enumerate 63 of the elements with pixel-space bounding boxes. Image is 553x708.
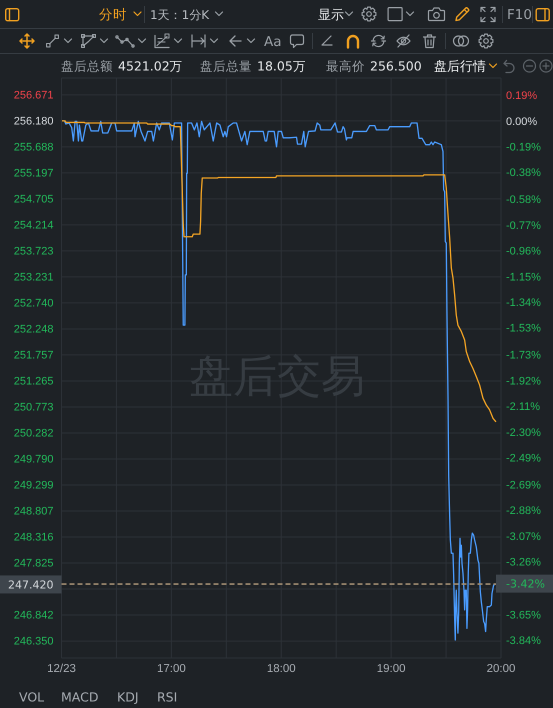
y-tick-label: 253.723 <box>14 245 54 258</box>
x-tick-label: 19:00 <box>376 663 406 676</box>
y-tick-label: 252.248 <box>14 323 54 336</box>
y2-tick-label: 0.00% <box>506 116 538 128</box>
y2-tick-label: -0.58% <box>506 194 542 206</box>
y-tick-label: 256.671 <box>14 89 54 102</box>
y-tick-label: 254.705 <box>14 193 54 206</box>
y2-tick-label: -2.88% <box>506 505 542 518</box>
y-tick-label: 252.740 <box>14 297 54 310</box>
y2-tick-label: -3.26% <box>506 556 542 569</box>
text: Aa <box>264 34 282 50</box>
ref-line-label: -3.42% <box>506 577 545 590</box>
y2-tick-label: -3.84% <box>506 634 542 647</box>
y2-tick-label: -0.38% <box>506 167 542 180</box>
y2-tick-label: -2.69% <box>506 479 542 492</box>
y2-tick-label: -1.53% <box>506 322 542 335</box>
text: 最高价 256.500 <box>326 58 422 74</box>
y2-tick-label: 0.19% <box>506 90 538 102</box>
y2-tick-label: -3.65% <box>506 609 542 622</box>
y-tick-label: 251.757 <box>14 349 54 362</box>
x-tick-label: 12/23 <box>47 663 76 676</box>
text: 盘后行情 <box>434 60 486 74</box>
line-series <box>60 120 496 422</box>
y-tick-label: 255.197 <box>14 167 54 180</box>
y2-tick-label: -2.11% <box>506 401 540 414</box>
y2-tick-label: -3.07% <box>506 530 542 543</box>
y-tick-label: 253.231 <box>14 271 54 284</box>
y-tick-label: 255.688 <box>14 141 54 154</box>
text: 盘后总量 18.05万 <box>200 58 306 74</box>
text: F10 <box>507 7 532 23</box>
y-tick-label: 249.790 <box>14 454 54 466</box>
text: 显示 <box>318 8 344 23</box>
text: MACD <box>61 690 98 704</box>
y2-tick-label: -1.73% <box>506 350 542 362</box>
text: 1天：1分K <box>150 8 210 22</box>
y-tick-label: 248.807 <box>14 506 54 518</box>
ref-line-label: 247.420 <box>8 578 54 592</box>
y2-tick-label: -1.15% <box>506 271 542 284</box>
y-tick-label: 256.180 <box>14 115 54 128</box>
y2-tick-label: -0.96% <box>506 246 542 258</box>
y-tick-label: 254.214 <box>14 219 54 232</box>
y-tick-label: 246.350 <box>14 636 54 648</box>
y-tick-label: 249.299 <box>14 480 54 492</box>
y2-tick-label: -1.34% <box>506 296 542 309</box>
y2-tick-label: -0.77% <box>506 220 542 232</box>
y2-tick-label: -0.19% <box>506 141 542 154</box>
x-tick-label: 18:00 <box>266 663 296 676</box>
y-tick-label: 251.265 <box>14 375 54 388</box>
y-tick-label: 246.842 <box>14 610 54 622</box>
y-tick-label: 250.282 <box>14 428 54 440</box>
y2-tick-label: -2.30% <box>506 426 542 439</box>
y2-tick-label: -1.92% <box>506 375 542 388</box>
y-tick-label: 250.773 <box>14 402 54 414</box>
y-tick-label: 247.825 <box>14 558 54 570</box>
y-tick-label: 248.316 <box>14 532 54 544</box>
text: VOL <box>19 690 44 704</box>
text: 盘后总额 4521.02万 <box>61 58 183 74</box>
x-tick-label: 20:00 <box>486 663 516 676</box>
x-tick-label: 17:00 <box>156 663 186 676</box>
text: KDJ <box>117 690 139 704</box>
y2-tick-label: -2.49% <box>506 452 542 464</box>
text: RSI <box>157 690 178 704</box>
text: 分时 <box>99 7 127 23</box>
